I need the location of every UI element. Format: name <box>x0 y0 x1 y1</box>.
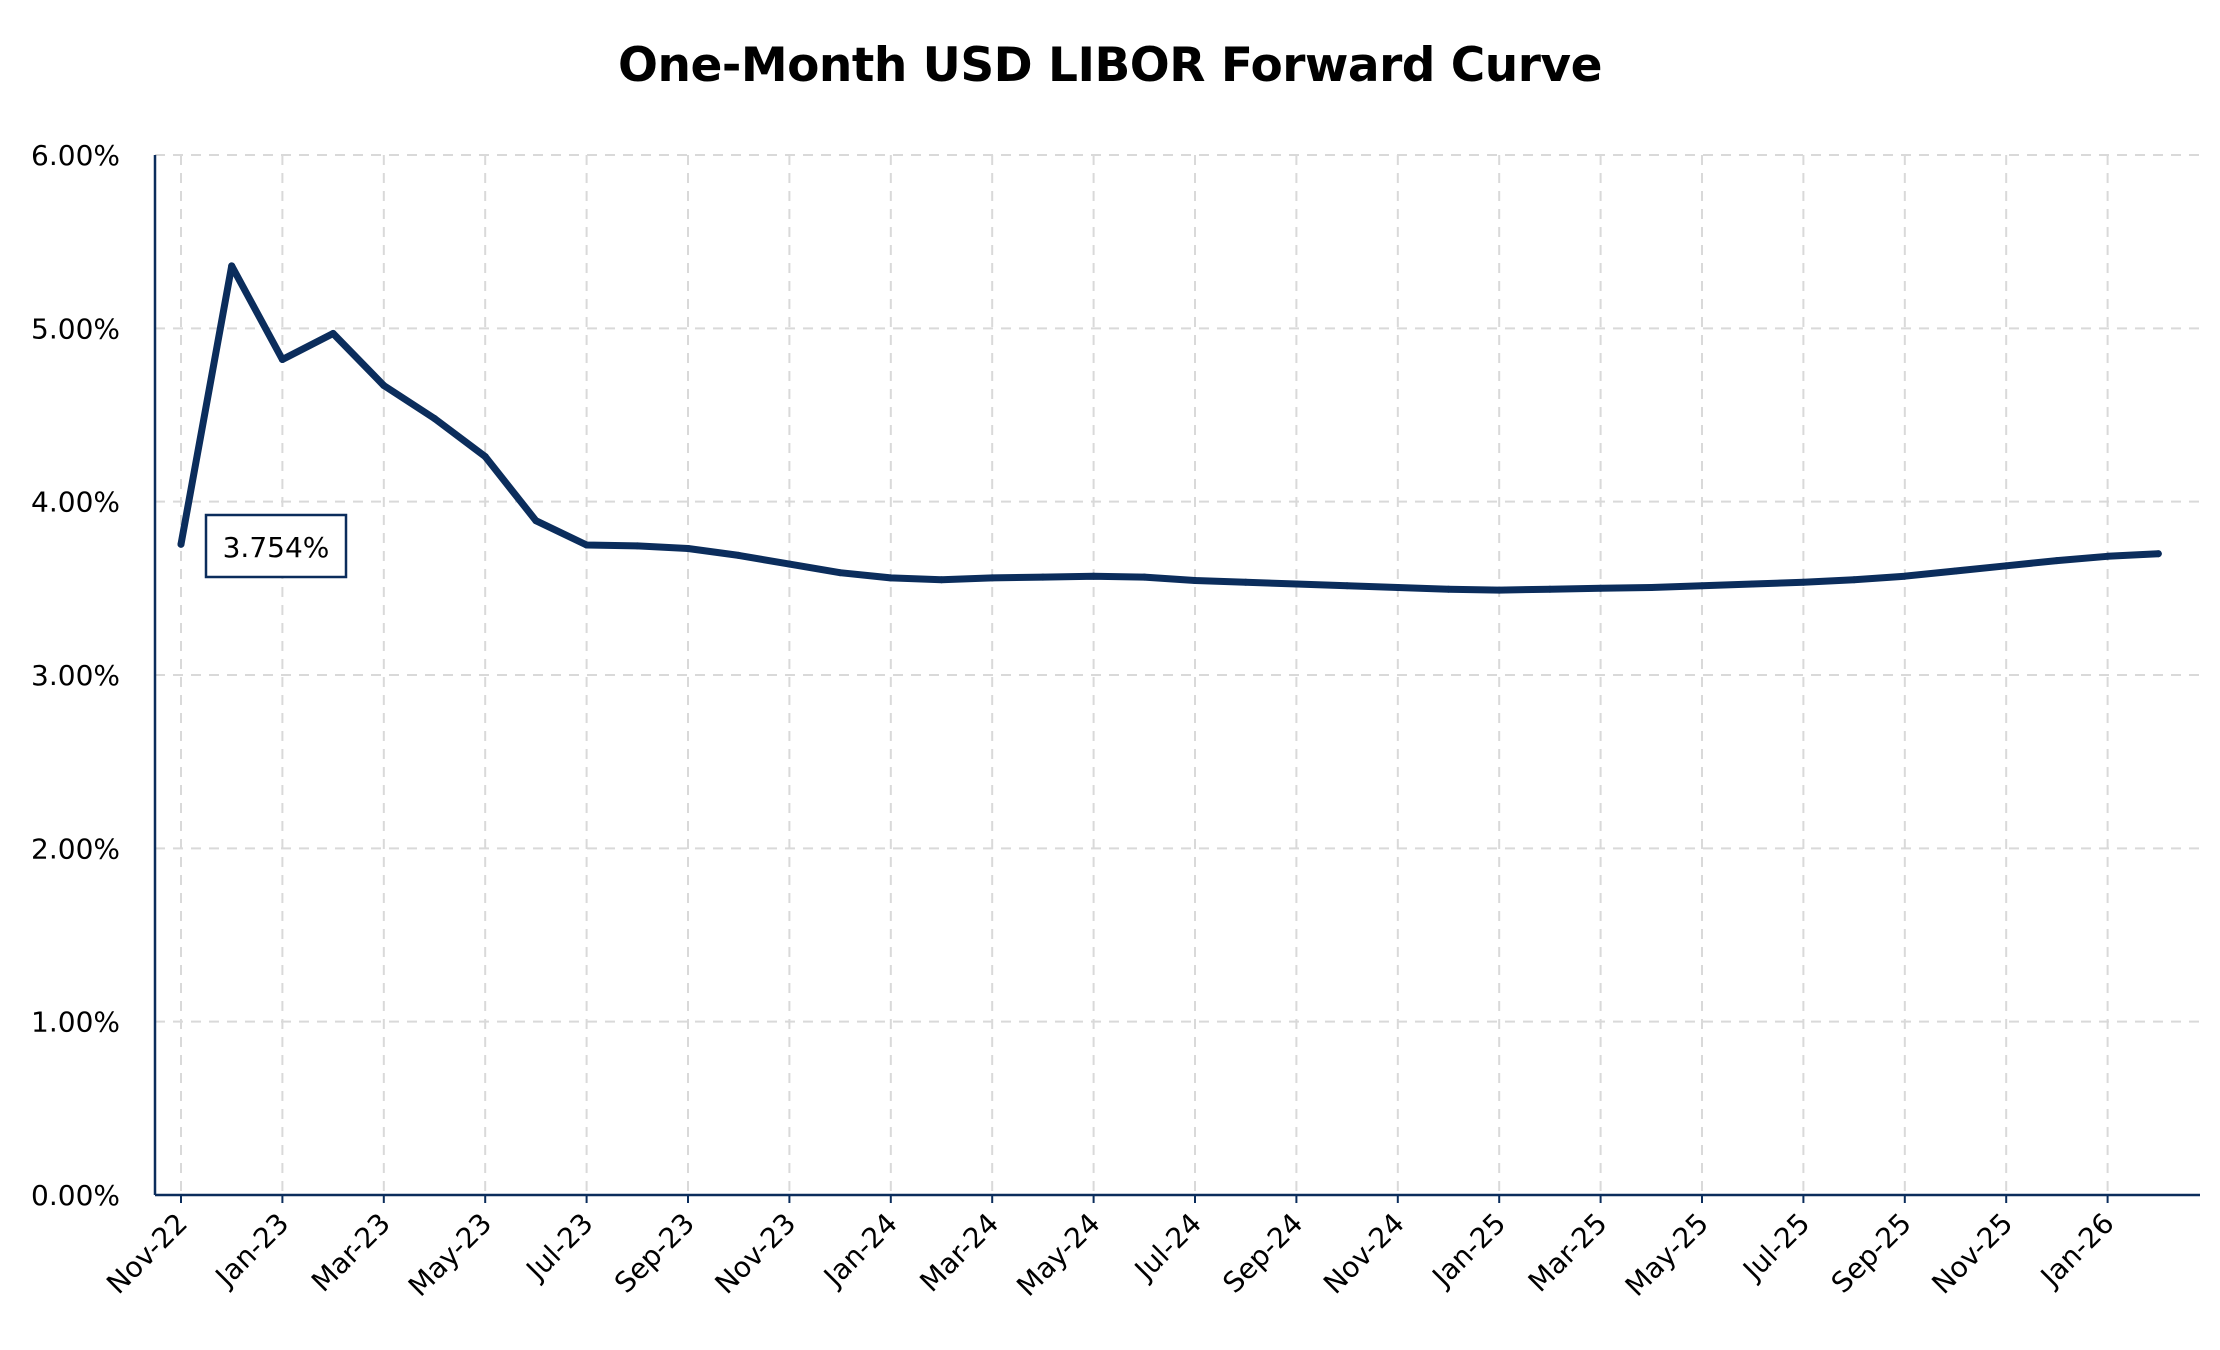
data-point <box>278 356 286 363</box>
x-tick-label: Mar-25 <box>1522 1207 1614 1299</box>
x-tick-label: Jul-23 <box>519 1207 600 1288</box>
series-line <box>177 262 2162 594</box>
axes <box>153 155 2200 1203</box>
x-tick-label: Jan-24 <box>816 1207 904 1295</box>
data-point <box>1901 572 1909 580</box>
x-axis-tick-labels: Nov-22 Jan-23 Mar-23 May-23 Jul-23 Sep-23 Nov-… <box>100 1207 2120 1303</box>
data-point <box>887 574 895 582</box>
data-point <box>2154 550 2162 558</box>
data-point <box>177 540 185 548</box>
data-label-text: 3.754% <box>223 531 330 564</box>
x-tick-label: Jul-24 <box>1127 1207 1208 1288</box>
data-point <box>1647 584 1655 591</box>
x-tick-label: May-24 <box>1010 1207 1106 1303</box>
data-point <box>1445 585 1452 593</box>
data-point <box>228 262 236 270</box>
x-tick-label: Jan-26 <box>2033 1207 2121 1295</box>
data-point <box>684 545 692 552</box>
data-point <box>735 551 743 559</box>
data-point <box>1140 573 1148 581</box>
x-tick-label: Sep-24 <box>1216 1207 1309 1300</box>
data-point <box>481 453 489 461</box>
data-point <box>1039 573 1047 581</box>
data-point <box>1343 582 1351 590</box>
data-point <box>1749 580 1757 588</box>
x-tick-label: Jul-25 <box>1735 1207 1816 1288</box>
x-tick-label: May-25 <box>1619 1207 1715 1303</box>
data-point <box>2053 557 2061 565</box>
data-label-annotation: 3.754% <box>204 513 348 579</box>
data-point <box>1292 580 1300 588</box>
data-point <box>938 576 945 584</box>
data-point <box>532 517 540 525</box>
data-point <box>1597 584 1605 592</box>
x-tick-label: May-23 <box>402 1207 498 1303</box>
y-tick-label: 6.00% <box>31 139 120 172</box>
data-point <box>1952 567 1959 575</box>
x-tick-label: Sep-25 <box>1825 1207 1918 1300</box>
y-tick-label: 1.00% <box>31 1006 120 1039</box>
data-point <box>583 541 591 549</box>
data-point <box>329 330 337 337</box>
data-point <box>988 574 996 582</box>
data-point <box>1698 582 1706 590</box>
data-point <box>1495 586 1503 594</box>
data-point <box>633 542 641 550</box>
data-point <box>1394 584 1402 591</box>
data-point <box>785 560 793 568</box>
data-point <box>431 415 438 422</box>
y-tick-label: 5.00% <box>31 312 120 345</box>
data-point <box>1191 577 1199 584</box>
data-point <box>2002 562 2010 570</box>
data-label-box <box>204 513 348 579</box>
y-tick-label: 3.00% <box>31 659 120 692</box>
x-tick-label: Nov-24 <box>1317 1207 1411 1301</box>
data-point <box>2104 552 2112 560</box>
chart-title: One-Month USD LIBOR Forward Curve <box>618 38 1602 93</box>
series-lines <box>177 262 2162 594</box>
y-tick-label: 4.00% <box>31 486 120 519</box>
x-tick-label: Mar-24 <box>913 1207 1005 1299</box>
x-tick-label: Nov-23 <box>709 1207 803 1301</box>
y-axis-tick-labels: 0.00% 1.00% 2.00% 3.00% 4.00% 5.00% 6.00% <box>31 139 120 1212</box>
x-tick-label: Nov-25 <box>1925 1207 2019 1301</box>
data-point <box>1799 578 1807 586</box>
y-tick-label: 0.00% <box>31 1179 120 1212</box>
x-tick-label: Sep-23 <box>608 1207 701 1300</box>
data-point <box>1242 578 1250 586</box>
gridlines <box>155 154 2200 1195</box>
x-tick-label: Nov-22 <box>100 1207 194 1301</box>
x-tick-label: Jan-23 <box>208 1207 296 1295</box>
data-point <box>836 569 844 577</box>
data-point <box>380 382 388 389</box>
data-point <box>1090 572 1098 580</box>
x-tick-label: Jan-25 <box>1425 1207 1513 1295</box>
data-point <box>1850 576 1858 584</box>
x-tick-label: Mar-23 <box>305 1207 397 1299</box>
y-tick-label: 2.00% <box>31 832 120 865</box>
data-point <box>1546 585 1554 593</box>
